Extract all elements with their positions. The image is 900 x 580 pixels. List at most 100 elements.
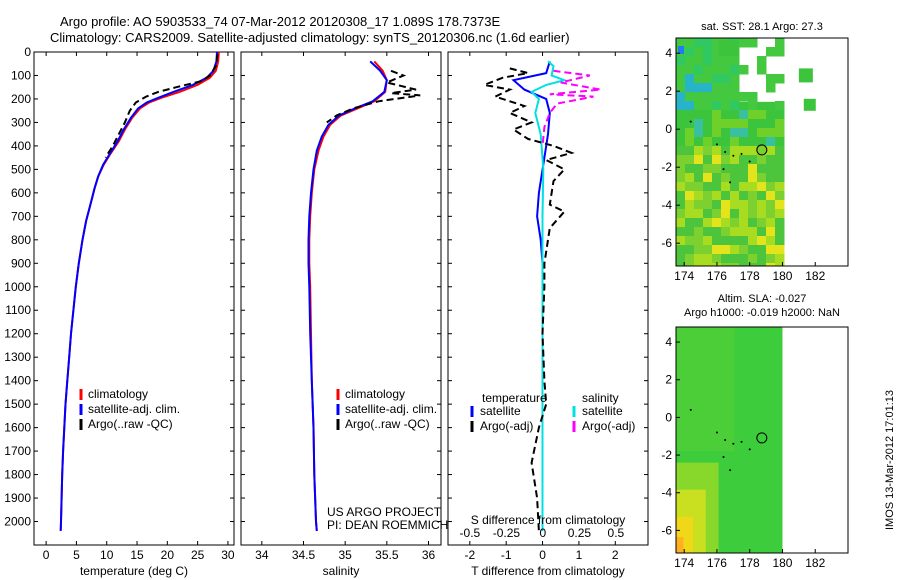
sst_map-ytick-label: -2 [661, 160, 672, 174]
sst-cell [703, 209, 713, 219]
sst-cell [712, 245, 722, 255]
sst-cell [721, 110, 731, 120]
sst-cell [730, 74, 740, 84]
y-tick-label: 300 [11, 115, 31, 129]
sst-cell [703, 47, 713, 57]
sst_map-ytick-label: -4 [661, 198, 672, 212]
sst-cell [730, 119, 740, 129]
island-dot [722, 455, 725, 458]
sst-cell [721, 128, 731, 138]
sst-cell [676, 209, 686, 219]
sst-cell [730, 200, 740, 210]
legend-header-temperature: temperature [482, 391, 547, 405]
sst-cell [748, 173, 758, 183]
sst-cell [694, 200, 704, 210]
sst-cell [676, 263, 686, 266]
sst-cell [775, 128, 785, 138]
sst-cell [748, 146, 758, 156]
sst-cell [712, 92, 722, 102]
sst-cell [730, 110, 740, 120]
sst-cell [730, 101, 740, 111]
sst-cell [721, 254, 731, 264]
sst-cell [775, 236, 785, 246]
sst-cell [766, 146, 776, 156]
sst-cell [685, 155, 695, 165]
y-tick-label: 600 [11, 186, 31, 200]
y-tick-label: 500 [11, 162, 31, 176]
sst-cell [739, 191, 749, 201]
difference-series-argo-adj-salinity- [541, 69, 601, 147]
sst-cell [694, 227, 704, 237]
sst-cell [685, 47, 695, 57]
sst-cell [685, 218, 695, 228]
sst-cell [694, 83, 704, 93]
sst-cell [721, 263, 731, 266]
sst-cell [748, 263, 758, 266]
sst-cell [676, 56, 686, 66]
sst-cell [757, 128, 767, 138]
sst-cell [694, 263, 704, 266]
salinity-xtick-label: 34.5 [292, 548, 316, 562]
y-tick-label: 1800 [4, 468, 31, 482]
panel-sla_map: 174 176 178 180 182 4 2 0 -2 -4 -6 Altim. SLA: -0.0… [661, 293, 849, 570]
sst-cell [712, 128, 722, 138]
island-dot [732, 442, 735, 445]
sst-cell [730, 83, 740, 93]
difference-legend-entry: Argo(-adj) [582, 419, 635, 433]
argo-position-marker [756, 144, 768, 156]
island-dot [715, 143, 718, 146]
sst-isolated-cell [803, 98, 816, 111]
sst-cell [685, 128, 695, 138]
sst-cell [748, 137, 758, 147]
sst-cell [703, 83, 713, 93]
sst-cell [766, 164, 776, 174]
sst-cell [676, 227, 686, 237]
island-dot [729, 469, 732, 472]
difference-legend-entry: Argo(-adj) [480, 419, 533, 433]
sst-cell [739, 65, 749, 75]
sst-cell [757, 182, 767, 192]
sst-cell [730, 128, 740, 138]
sst-cell [712, 101, 722, 111]
difference-xlabel: T difference from climatology [471, 564, 625, 578]
sst-cell [730, 236, 740, 246]
sst-cell [721, 137, 731, 147]
sst-cell [766, 128, 776, 138]
island-dot [715, 431, 718, 434]
sst-cell [694, 245, 704, 255]
y-tick-label: 100 [11, 68, 31, 82]
sst-cell [676, 218, 686, 228]
sst-cell [739, 218, 749, 228]
sst-cell [694, 182, 704, 192]
sst_map-xtick-label: 182 [805, 269, 825, 283]
sst-cell [748, 218, 758, 228]
sst-cell [766, 173, 776, 183]
difference-top-tick-label: 0.25 [568, 526, 592, 540]
sst-cell [685, 110, 695, 120]
sst-cell [676, 65, 686, 75]
sla_map-xtick-label: 176 [707, 556, 727, 570]
sst-cell [712, 191, 722, 201]
sst-cell [730, 263, 740, 266]
salinity-axes-frame [240, 51, 442, 546]
sst-cell [757, 245, 767, 255]
difference-top-tick-label: 0.5 [608, 526, 625, 540]
sst-cell [748, 236, 758, 246]
sst-cell [730, 155, 740, 165]
salinity-xtick-label: 35.5 [375, 548, 399, 562]
y-tick-label: 1600 [4, 421, 31, 435]
sst-cell [739, 173, 749, 183]
sst-cell [730, 227, 740, 237]
sla_map-ytick-label: -4 [661, 486, 672, 500]
sla-gradient-cell [676, 327, 735, 452]
temperature-legend-entry: Argo(..raw -QC) [88, 417, 173, 431]
sst-cell [721, 182, 731, 192]
temperature-axes-frame [33, 51, 235, 546]
sst-cell [685, 74, 695, 84]
sst-cell [703, 110, 713, 120]
sst-cell [712, 146, 722, 156]
sst-cell [685, 200, 695, 210]
sst-cell [748, 191, 758, 201]
sst-cell [739, 92, 749, 102]
sst-cell [766, 137, 776, 147]
